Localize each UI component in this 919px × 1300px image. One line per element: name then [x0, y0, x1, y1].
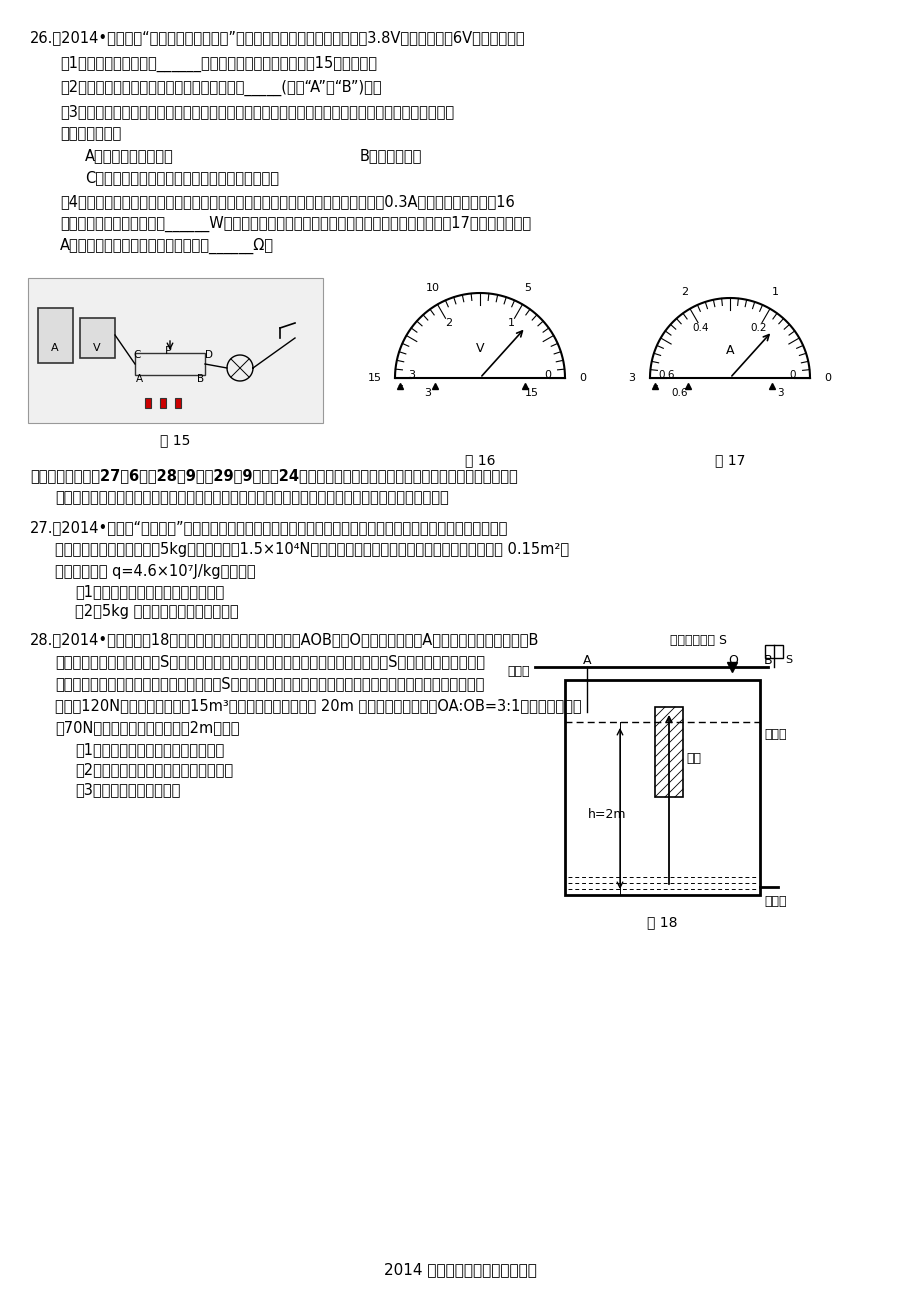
Text: -: -	[652, 378, 657, 393]
Text: V: V	[475, 342, 483, 355]
Text: 端通过细杆与压力传感开关S相连，杠杆始终保持水平。当水位下降到浮筒的下表面时S闭合，电动水泵开始向: 端通过细杆与压力传感开关S相连，杠杆始终保持水平。当水位下降到浮筒的下表面时S闭…	[55, 654, 484, 670]
Text: h=2m: h=2m	[587, 809, 626, 822]
Bar	[175, 398, 181, 408]
Text: 1: 1	[771, 287, 777, 298]
Bar	[160, 398, 165, 408]
Text: C: C	[133, 350, 141, 360]
Text: 15: 15	[368, 373, 381, 384]
Text: 2: 2	[681, 287, 687, 298]
Text: （1）小车静止时对水平地面的压强；: （1）小车静止时对水平地面的压强；	[75, 584, 224, 599]
Text: 2014 年河池市初中毕业升学考试: 2014 年河池市初中毕业升学考试	[383, 1262, 536, 1277]
Text: A: A	[583, 654, 591, 667]
Text: 0.6: 0.6	[671, 387, 687, 398]
Text: 0: 0	[579, 373, 586, 384]
Text: 为70N，浮筒的上表面距池底为2m。求：: 为70N，浮筒的上表面距池底为2m。求：	[55, 720, 239, 734]
Text: D: D	[205, 350, 213, 360]
Text: 5: 5	[524, 282, 530, 293]
Text: 五、综合应用题（27颙6分，28颙9分，29颙9分，共24分。解答时要求写出必要的文字说明、计算公式和重要的: 五、综合应用题（27颙6分，28颙9分，29颙9分，共24分。解答时要求写出必要…	[30, 468, 517, 484]
Text: 3: 3	[628, 373, 635, 384]
Text: B: B	[197, 374, 204, 384]
Text: A．检查电路是否断路: A．检查电路是否断路	[85, 148, 174, 162]
Text: 进水口: 进水口	[506, 666, 529, 679]
Text: 3: 3	[424, 387, 431, 398]
Text: （1）连接电路时开关应______，小明按实验要求连接好如图15所示电路。: （1）连接电路时开关应______，小明按实验要求连接好如图15所示电路。	[60, 56, 377, 73]
Text: A，此时滑动变阻器接入电路的阻値为______Ω。: A，此时滑动变阻器接入电路的阻値为______Ω。	[60, 238, 274, 255]
Text: C．移动滑动变阻器的滑片，观察小灯泡是否发光: C．移动滑动变阻器的滑片，观察小灯泡是否发光	[85, 170, 278, 185]
Bar	[654, 707, 682, 797]
Text: P: P	[165, 346, 172, 356]
Text: A: A	[136, 374, 143, 384]
Text: （2）5kg 汽河完全燃烧放出的热量。: （2）5kg 汽河完全燃烧放出的热量。	[75, 604, 238, 619]
Text: S: S	[784, 655, 791, 666]
Text: 0: 0	[823, 373, 831, 384]
Text: 演算步骤，只写出最后答案的不能得分，答案必须明确写出数值和单位。请将解答过程写在答题卷上）: 演算步骤，只写出最后答案的不能得分，答案必须明确写出数值和单位。请将解答过程写在…	[55, 490, 448, 504]
Text: 26.（2014•河池）在“测量小灯泡的电功率”实验中，已知小灯泡的额定电压为3.8V，电源电压为6V且保持不变。: 26.（2014•河池）在“测量小灯泡的电功率”实验中，已知小灯泡的额定电压为3…	[30, 30, 525, 46]
Text: （2）一次注水电动水泵对水所做的功；: （2）一次注水电动水泵对水所做的功；	[75, 762, 233, 777]
Text: 0: 0	[789, 370, 795, 380]
Text: 图 15: 图 15	[160, 433, 190, 447]
Text: A: A	[725, 343, 733, 356]
Text: 3: 3	[408, 370, 415, 380]
Text: （3）圆柱体浮筒的体积。: （3）圆柱体浮筒的体积。	[75, 783, 180, 797]
Bar	[564, 680, 759, 894]
Text: 28.（2014•河池）如图18是某校的自动储水装置，轻质杠杆AOB可绕O点无摩擦转动，A端通过细杆与浮筒相连，B: 28.（2014•河池）如图18是某校的自动储水装置，轻质杠杆AOB可绕O点无摩…	[30, 632, 539, 647]
Text: 压力传感开关 S: 压力传感开关 S	[669, 634, 726, 647]
Text: 27.（2014•河池）“金宜高速”是经过河池市政府所在地的第一条高速公路，玎华一家从金城江到刘三姐故里宜州市: 27.（2014•河池）“金宜高速”是经过河池市政府所在地的第一条高速公路，玎华…	[30, 520, 508, 536]
Text: 浮筒: 浮筒	[686, 751, 700, 764]
Text: 2: 2	[445, 318, 451, 329]
Bar	[145, 398, 151, 408]
Text: 0.4: 0.4	[692, 322, 709, 333]
Text: （填字母序号）: （填字母序号）	[60, 126, 121, 140]
Bar	[38, 308, 73, 363]
Text: 出水口: 出水口	[763, 894, 786, 907]
Text: V: V	[93, 343, 101, 354]
Text: -: -	[397, 378, 403, 393]
Text: 10: 10	[425, 282, 439, 293]
Text: 0.6: 0.6	[658, 370, 675, 380]
Text: 自驾旅游，单程共消耗汽沵5kg。小车总重为1.5×10⁴N，静止在水平地面上时轮子与地面接触的总面积为 0.15m²，: 自驾旅游，单程共消耗汽沵5kg。小车总重为1.5×10⁴N，静止在水平地面上时轮…	[55, 542, 569, 556]
Text: 15: 15	[525, 387, 539, 398]
Text: 所示，此时小灯泡的功率为______W；继续移动滑片，当小灯泡正常发光时，电流表的示数如图17所示，其示数为: 所示，此时小灯泡的功率为______W；继续移动滑片，当小灯泡正常发光时，电流表…	[60, 216, 530, 233]
Text: 溢水口: 溢水口	[763, 728, 786, 741]
Text: （4）小明确认电路无误后，闭合开关，移动滑动变阻器的滑片，当电流表的示数为0.3A，电压表的示数如图16: （4）小明确认电路无误后，闭合开关，移动滑动变阻器的滑片，当电流表的示数为0.3…	[60, 194, 515, 209]
Text: （2）闭合开关前，应将滑动变阻器的滑片移到_____(选填“A”或“B”)端。: （2）闭合开关前，应将滑动变阻器的滑片移到_____(选填“A”或“B”)端。	[60, 81, 381, 96]
Text: B: B	[763, 654, 772, 667]
Bar	[80, 318, 115, 358]
Text: 0: 0	[544, 370, 550, 380]
Text: 图 18: 图 18	[646, 915, 676, 930]
Text: A: A	[51, 343, 59, 354]
Text: （3）小明闭合开关后，发现小灯泡不亮，但电流表、电压表均有示数，接下来他首先应进行的操作是: （3）小明闭合开关后，发现小灯泡不亮，但电流表、电压表均有示数，接下来他首先应进…	[60, 104, 454, 120]
Text: B．更换小灯泡: B．更换小灯泡	[359, 148, 422, 162]
Text: （汽河的热値 q=4.6×10⁷J/kg）。求：: （汽河的热値 q=4.6×10⁷J/kg）。求：	[55, 564, 255, 579]
Bar	[28, 278, 323, 422]
Bar	[135, 354, 205, 374]
Text: 图 16: 图 16	[464, 452, 494, 467]
Text: 恰好为120N。一次注水正好把15m³的水从地面送到离地面 20m 高的储水池中，已知OA:OB=3:1，圆柱体浮筒重: 恰好为120N。一次注水正好把15m³的水从地面送到离地面 20m 高的储水池中…	[55, 698, 581, 712]
Text: 3: 3	[776, 387, 782, 398]
Text: （1）停止注水时池底受到水的压强；: （1）停止注水时池底受到水的压强；	[75, 742, 224, 757]
Text: 图 17: 图 17	[714, 452, 744, 467]
Bar	[765, 645, 782, 658]
Text: 1: 1	[507, 318, 515, 329]
Text: 0.2: 0.2	[750, 322, 766, 333]
Text: 储水池注水；当水位上升到浮筒的上表面时S断开，电动水泵停止注水，此时压力传感开关受到竖直向上的压力: 储水池注水；当水位上升到浮筒的上表面时S断开，电动水泵停止注水，此时压力传感开关…	[55, 676, 483, 692]
Text: O: O	[727, 654, 737, 667]
